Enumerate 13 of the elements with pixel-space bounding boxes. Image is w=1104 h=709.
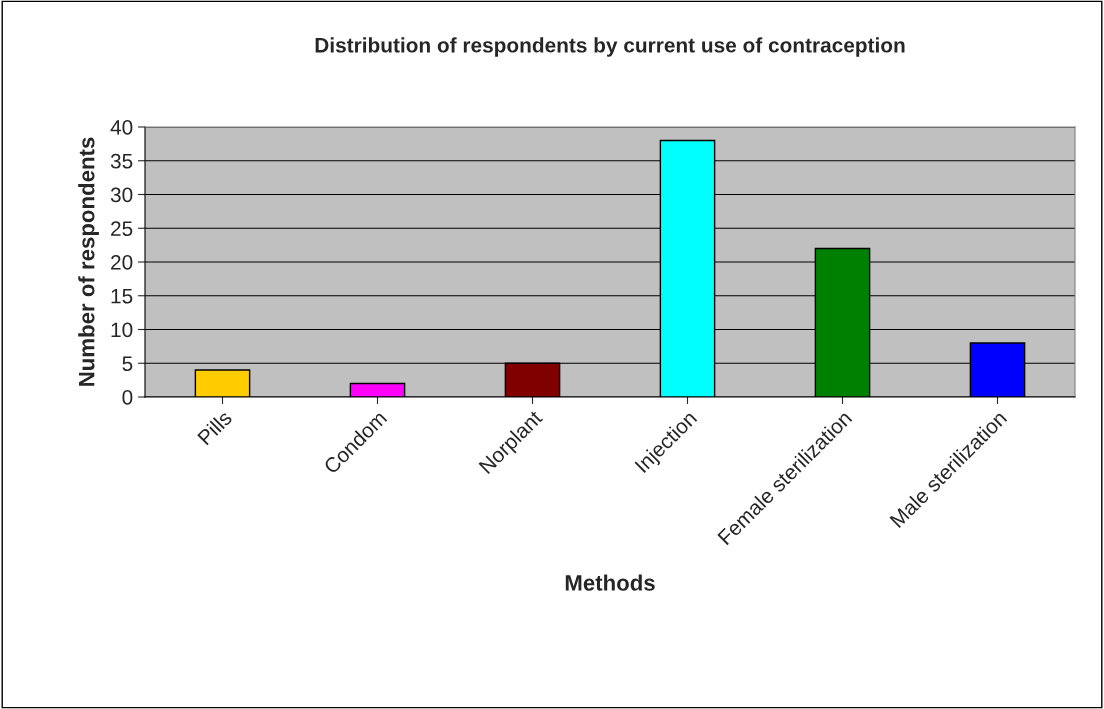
y-tick-label: 5 [122, 356, 133, 371]
y-tick-label: 40 [110, 120, 133, 135]
y-tick-label: 15 [111, 288, 133, 304]
y-tick-label: 0 [122, 390, 133, 405]
chart-title: Distribution of respondents by current use of contraception [315, 37, 905, 57]
y-tick-label: 25 [111, 221, 133, 236]
y-tick-label: 35 [110, 153, 133, 169]
x-tick-label: Pills [196, 409, 233, 446]
x-axis-title: Methods [565, 574, 655, 591]
y-tick-label: 20 [111, 255, 133, 270]
y-tick-label: 10 [111, 322, 133, 338]
y-tick-label: 30 [110, 187, 133, 203]
y-axis-title: Number of respondents [78, 137, 99, 386]
